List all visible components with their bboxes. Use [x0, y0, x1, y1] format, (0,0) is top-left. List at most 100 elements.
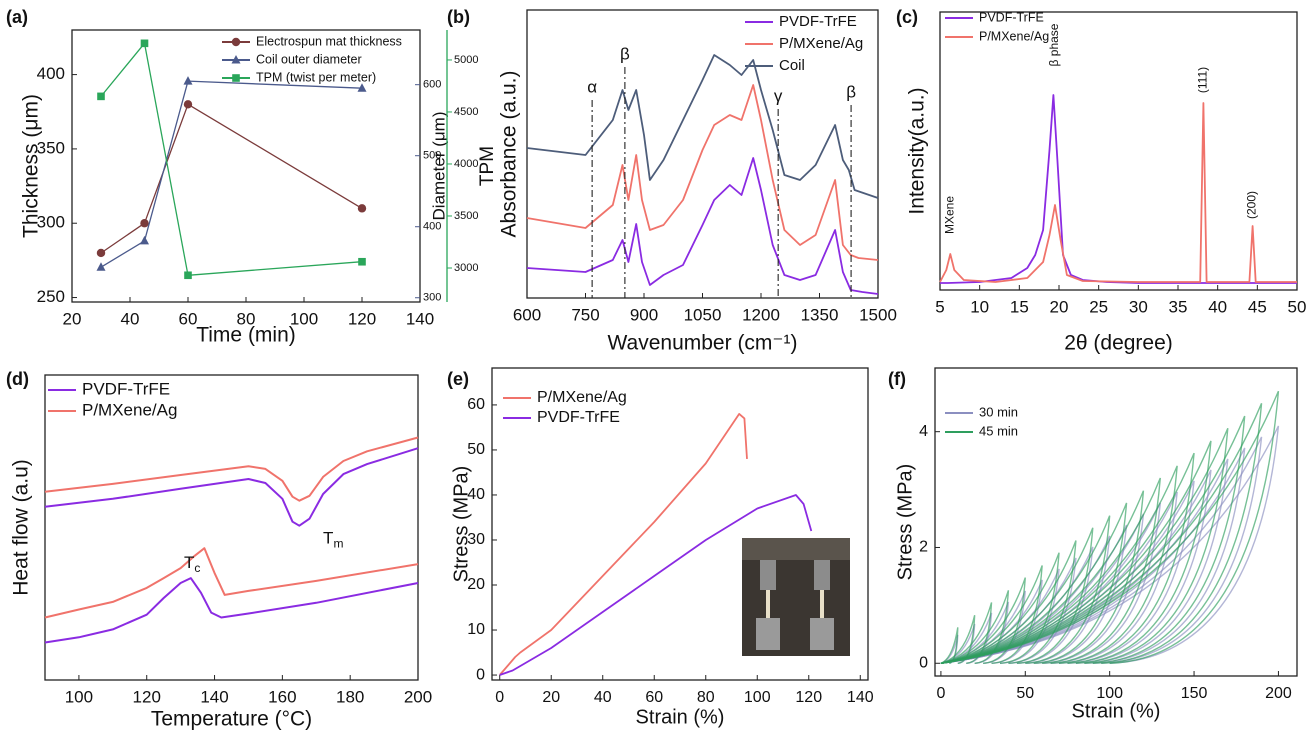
- point: [358, 257, 366, 266]
- x-tick-label: 120: [795, 689, 822, 706]
- x-tick-label: 20: [542, 689, 560, 706]
- point: [140, 219, 149, 228]
- y3-tick-label: 4500: [454, 106, 478, 118]
- point: [140, 235, 149, 245]
- y2-tick-label: 500: [423, 150, 441, 162]
- loop: [940, 427, 1229, 664]
- loop: [940, 465, 1178, 664]
- y-tick-label: 40: [467, 486, 485, 503]
- x-axis-label: Strain (%): [636, 706, 725, 728]
- x-tick-label: 60: [179, 309, 198, 328]
- y-tick-label: 400: [37, 64, 65, 83]
- x-tick-label: 20: [1050, 297, 1069, 316]
- y3-tick-label: 3000: [454, 262, 478, 274]
- annotation: γ: [774, 86, 783, 105]
- y-axis-label: Absorbance (a.u.): [498, 71, 521, 238]
- inset-photo: [742, 538, 850, 656]
- series-line: [526, 157, 879, 295]
- x-tick-label: 40: [594, 689, 612, 706]
- annotation: β: [620, 44, 630, 63]
- panel-label: (d): [6, 369, 29, 389]
- x-tick-label: 10: [970, 297, 989, 316]
- y-tick-label: 350: [37, 138, 65, 157]
- loop: [940, 490, 1145, 664]
- x-tick-label: 180: [336, 687, 364, 706]
- panel-label: (c): [896, 7, 918, 27]
- y-tick-label: 60: [467, 396, 485, 413]
- plot-frame: [939, 11, 1298, 291]
- y3-tick-label: 4000: [454, 158, 478, 170]
- x-tick-label: 900: [630, 305, 658, 324]
- point: [357, 204, 367, 213]
- series-line: [100, 42, 363, 276]
- annotation-text: T: [323, 529, 333, 548]
- loop: [940, 502, 1128, 664]
- series-line: [526, 84, 879, 261]
- loop: [940, 447, 1246, 664]
- point: [96, 262, 106, 271]
- plot-frame: [491, 367, 869, 681]
- x-tick-label: 100: [744, 689, 771, 706]
- annotation: α: [587, 77, 597, 96]
- point: [183, 76, 193, 85]
- x-axis-label: 2θ (degree): [1064, 332, 1173, 355]
- y3-tick-label: 5000: [454, 54, 478, 66]
- annotation-sub: c: [194, 561, 200, 575]
- x-tick-label: 200: [404, 687, 432, 706]
- y2-axis-label: Diameter (μm): [429, 112, 448, 221]
- loop: [940, 403, 1263, 664]
- x-axis-label: Strain (%): [1072, 700, 1161, 722]
- x-tick-label: 0: [936, 685, 945, 702]
- legend-label: Electrospun mat thickness: [256, 34, 402, 48]
- x-tick-label: 0: [495, 689, 504, 706]
- y-tick-label: 4: [919, 423, 928, 440]
- point: [183, 100, 193, 109]
- legend-label: PVDF-TrFE: [979, 10, 1044, 24]
- y3-tick-label: 3500: [454, 210, 478, 222]
- y-tick-label: 0: [919, 654, 928, 671]
- loop: [940, 552, 1060, 664]
- x-axis-label: Temperature (°C): [151, 708, 312, 731]
- legend-label: P/MXene/Ag: [82, 400, 177, 419]
- panel-label: (a): [6, 7, 28, 27]
- annotation: (200): [1245, 191, 1259, 219]
- y2-tick-label: 400: [423, 221, 441, 233]
- x-tick-label: 40: [1208, 297, 1227, 316]
- x-axis-label: Time (min): [196, 324, 296, 347]
- x-tick-label: 120: [348, 309, 376, 328]
- legend-marker: [231, 55, 241, 64]
- loop: [940, 515, 1111, 664]
- legend-label: 45 min: [979, 423, 1018, 438]
- annotation: (111): [1196, 67, 1210, 93]
- x-tick-label: 750: [571, 305, 599, 324]
- x-tick-label: 1050: [684, 305, 722, 324]
- legend-label: P/MXene/Ag: [979, 29, 1049, 43]
- loop: [940, 540, 1077, 664]
- legend-label: P/MXene/Ag: [779, 35, 863, 52]
- loop: [940, 390, 1280, 664]
- annotation: Tm: [323, 529, 343, 551]
- y-tick-label: 300: [37, 213, 65, 232]
- point: [96, 248, 106, 258]
- x-tick-label: 45: [1248, 297, 1267, 316]
- loop: [940, 436, 1263, 664]
- loop: [940, 590, 1010, 664]
- x-tick-label: 200: [1265, 685, 1292, 702]
- y-axis-label: Thickness (μm): [20, 94, 43, 238]
- legend-label: Coil outer diameter: [256, 52, 362, 66]
- loop: [940, 440, 1212, 664]
- plot-frame: [44, 374, 419, 681]
- y3-axis-label: TPM: [477, 146, 498, 186]
- x-tick-label: 140: [847, 689, 874, 706]
- loop: [940, 477, 1161, 664]
- x-tick-label: 150: [1181, 685, 1208, 702]
- y2-tick-label: 300: [423, 292, 441, 304]
- curve: [44, 577, 419, 644]
- legend-label: Coil: [779, 57, 805, 74]
- series-line: [100, 80, 363, 268]
- x-tick-label: 5: [935, 297, 944, 316]
- annotation-text: T: [184, 554, 194, 573]
- series-line: [940, 94, 1297, 284]
- x-tick-label: 100: [1096, 685, 1123, 702]
